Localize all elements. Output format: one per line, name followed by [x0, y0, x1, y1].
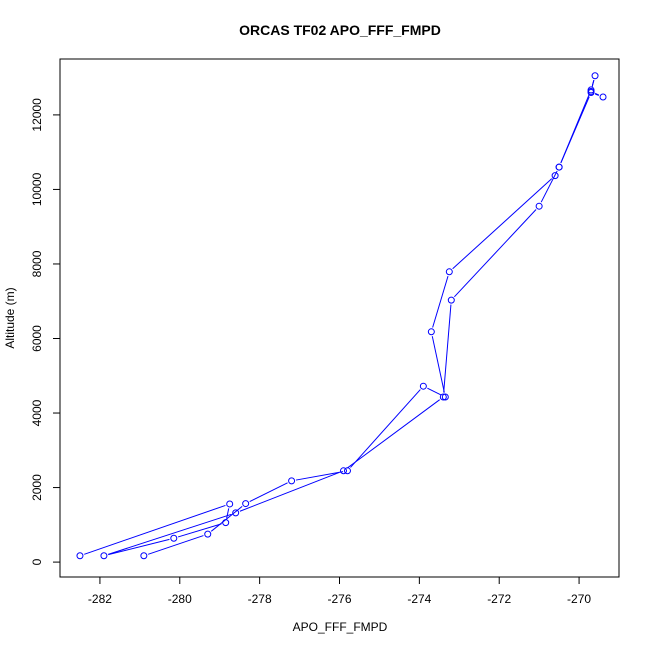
data-point [226, 500, 234, 508]
series-line-segment [226, 508, 230, 519]
y-tick-label: 10000 [30, 172, 44, 206]
series-line-segment [177, 523, 222, 538]
x-axis-label: APO_FFF_FMPD [293, 620, 388, 634]
chart-title: ORCAS TF02 APO_FFF_FMPD [239, 22, 441, 38]
series-line-segment [249, 482, 288, 503]
series-line-segment [427, 387, 442, 396]
series-line-segment [346, 399, 440, 469]
y-axis: 0 2000 4000 6000 8000 10000 12000 [30, 98, 61, 565]
data-point [555, 163, 563, 171]
data-point [439, 393, 447, 401]
series-line-segment [560, 96, 590, 164]
series-line-segment [443, 304, 452, 393]
data-point [587, 89, 595, 97]
x-tick-label: -270 [567, 592, 591, 606]
y-tick-label: 2000 [30, 474, 44, 501]
y-tick-label: 4000 [30, 399, 44, 426]
data-point [242, 500, 250, 508]
data-point [551, 172, 559, 180]
data-point [232, 509, 240, 517]
series-line-segment [432, 275, 449, 328]
data-point [140, 552, 148, 560]
data-point [591, 72, 599, 80]
series-line-segment [84, 504, 226, 555]
series-line-segment [452, 178, 553, 270]
series-line-segment [239, 471, 340, 512]
data-point [599, 93, 607, 101]
series-line-segment [454, 209, 537, 298]
data-point [445, 268, 453, 276]
series-line-segment [595, 93, 599, 96]
data-point [170, 534, 178, 542]
y-tick-label: 12000 [30, 98, 44, 132]
data-point [204, 530, 212, 538]
x-tick-label: -282 [88, 592, 112, 606]
y-tick-label: 6000 [30, 325, 44, 352]
data-point [100, 552, 108, 560]
data-point [535, 202, 543, 210]
data-point [447, 296, 455, 304]
plot-frame [59, 58, 620, 578]
series-line-segment [540, 170, 558, 203]
series-layer [76, 72, 607, 560]
data-point [76, 552, 84, 560]
y-tick-label: 0 [30, 558, 44, 565]
x-tick-label: -280 [168, 592, 192, 606]
data-point [427, 328, 435, 336]
x-tick-label: -276 [327, 592, 351, 606]
x-axis: -282 -280 -278 -276 -274 -272 -270 [88, 576, 591, 606]
data-point [339, 467, 347, 475]
y-tick-label: 8000 [30, 250, 44, 277]
series-line-segment [350, 389, 421, 468]
x-tick-label: -272 [487, 592, 511, 606]
series-line-segment [295, 471, 344, 481]
data-point [419, 382, 427, 390]
series-line-segment [108, 513, 232, 555]
series-line-segment [108, 538, 170, 556]
y-axis-label: Altitude (m) [3, 287, 17, 348]
series-line-segment [147, 535, 204, 555]
data-point [441, 393, 449, 401]
data-point [222, 519, 230, 527]
x-tick-label: -274 [407, 592, 431, 606]
series-line-segment [431, 336, 445, 393]
x-tick-label: -278 [248, 592, 272, 606]
data-point [343, 467, 351, 475]
data-point [288, 477, 296, 485]
series-line-segment [591, 80, 595, 88]
